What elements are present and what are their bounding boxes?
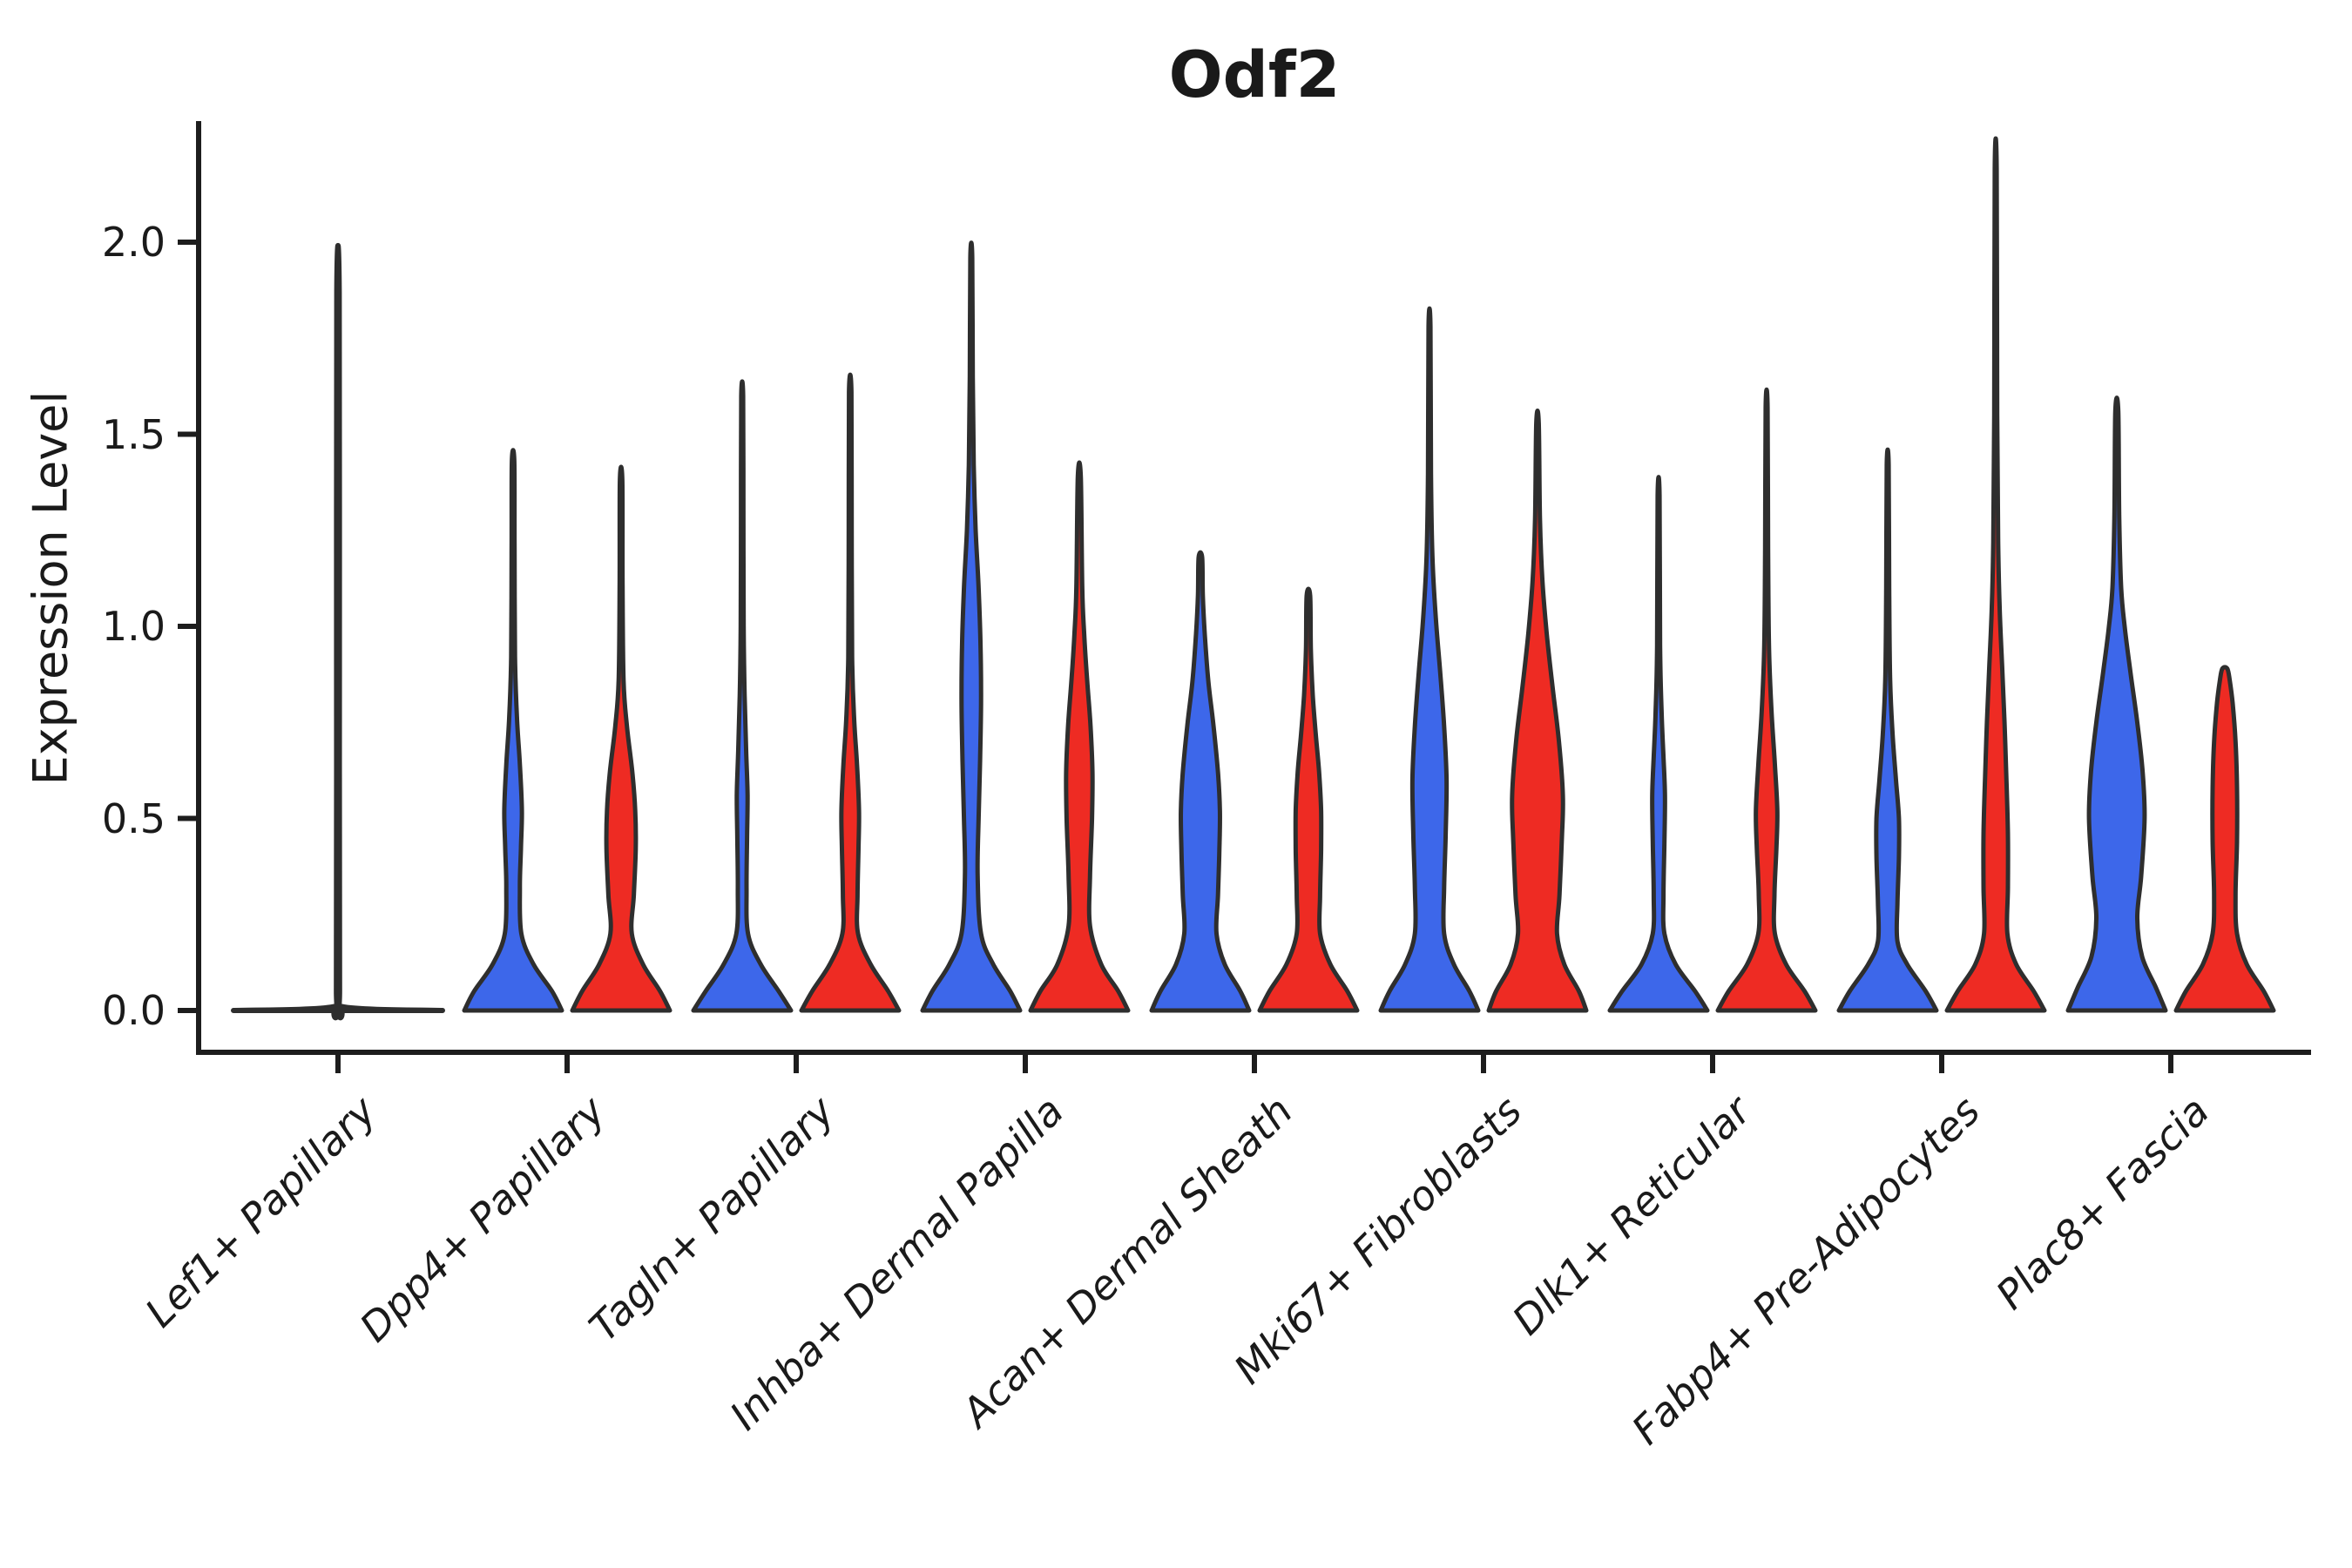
y-tick-label: 2.0 <box>101 219 166 266</box>
violin-red-8 <box>1944 136 2047 1013</box>
y-tick-label: 1.0 <box>101 603 166 650</box>
chart-title: Odf2 <box>1168 38 1341 112</box>
violin-blue-6 <box>1378 306 1481 1013</box>
violin-single-1 <box>231 243 445 1021</box>
violin-red-6 <box>1486 409 1589 1013</box>
violin-blue-4 <box>920 240 1023 1013</box>
violin-red-2 <box>570 464 672 1013</box>
violin-red-9 <box>2173 665 2276 1013</box>
violin-red-7 <box>1715 387 1818 1013</box>
violin-red-5 <box>1257 586 1360 1013</box>
y-tick-label: 0.0 <box>101 987 166 1034</box>
violin-blue-5 <box>1149 550 1252 1013</box>
violin-red-3 <box>799 372 902 1013</box>
violin-blue-2 <box>462 448 564 1013</box>
y-tick-label: 1.5 <box>101 410 166 458</box>
violin-blue-3 <box>691 379 794 1013</box>
violin-red-4 <box>1028 460 1131 1013</box>
y-tick-label: 0.5 <box>101 794 166 842</box>
violin-blue-8 <box>1836 447 1939 1013</box>
violin-blue-9 <box>2065 395 2168 1013</box>
violin-blue-7 <box>1607 475 1710 1013</box>
